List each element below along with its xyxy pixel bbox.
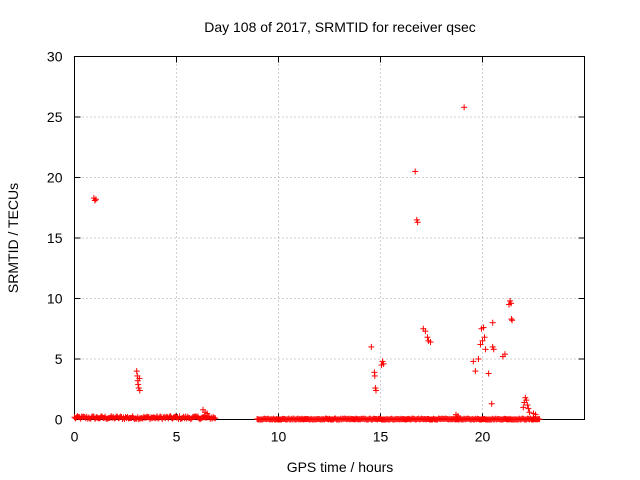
y-axis-label: SRMTID / TECUs (5, 183, 21, 293)
y-tick-label: 0 (55, 412, 63, 428)
data-point (136, 387, 143, 394)
data-point (461, 104, 468, 111)
data-point (212, 415, 219, 422)
x-tick-label: 20 (475, 429, 491, 445)
data-point (482, 346, 489, 353)
data-point (455, 412, 462, 419)
data-point (532, 411, 539, 418)
data-point (523, 397, 530, 404)
y-tick-label: 5 (55, 351, 63, 367)
data-point (485, 370, 492, 377)
data-point (480, 324, 487, 331)
data-point (135, 381, 142, 388)
data-point (489, 319, 496, 326)
data-point (481, 334, 488, 341)
data-point (509, 317, 516, 324)
x-tick-label: 0 (71, 429, 79, 445)
data-point (371, 372, 378, 379)
grid-layer (74, 56, 585, 420)
y-tick-label: 20 (47, 170, 63, 186)
y-tick-label: 10 (47, 291, 63, 307)
data-point (490, 346, 497, 353)
tick-layer: 0 5 10 15 20 0 5 10 15 20 25 30 (47, 49, 585, 445)
data-point (520, 404, 527, 411)
data-point (475, 356, 482, 362)
data-point (470, 358, 477, 365)
data-point (427, 339, 434, 346)
y-tick-label: 15 (47, 230, 63, 246)
x-tick-label: 5 (173, 429, 181, 445)
data-point (525, 405, 532, 412)
data-point (424, 334, 431, 341)
x-tick-label: 15 (373, 429, 389, 445)
data-point (508, 316, 515, 323)
data-point (526, 409, 533, 416)
data-point (472, 368, 479, 375)
data-point (501, 351, 508, 358)
data-point (91, 197, 98, 204)
data-point (92, 196, 99, 203)
x-axis-label: GPS time / hours (287, 459, 394, 475)
x-tick-label: 10 (271, 429, 287, 445)
data-point (488, 400, 495, 407)
data-point (136, 375, 143, 382)
data-point (204, 410, 211, 417)
data-point (422, 328, 429, 335)
data-point (133, 368, 140, 375)
data-point (414, 219, 421, 226)
data-point (477, 341, 484, 348)
data-point (373, 387, 380, 394)
data-point (479, 337, 486, 344)
data-point (380, 360, 387, 367)
data-point (412, 168, 419, 175)
y-tick-label: 25 (47, 109, 63, 125)
data-point (368, 343, 375, 350)
data-point (524, 401, 531, 408)
data-point (508, 300, 515, 307)
y-tick-label: 30 (47, 49, 63, 65)
chart-title: Day 108 of 2017, SRMTID for receiver qse… (204, 19, 476, 35)
data-points (71, 104, 543, 423)
data-point (536, 416, 543, 423)
